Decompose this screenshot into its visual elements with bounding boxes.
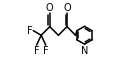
Text: F: F: [27, 26, 33, 36]
Text: F: F: [34, 47, 39, 57]
Text: O: O: [63, 3, 71, 13]
Text: F: F: [43, 47, 49, 57]
Text: N: N: [81, 46, 88, 56]
Text: O: O: [46, 3, 54, 13]
